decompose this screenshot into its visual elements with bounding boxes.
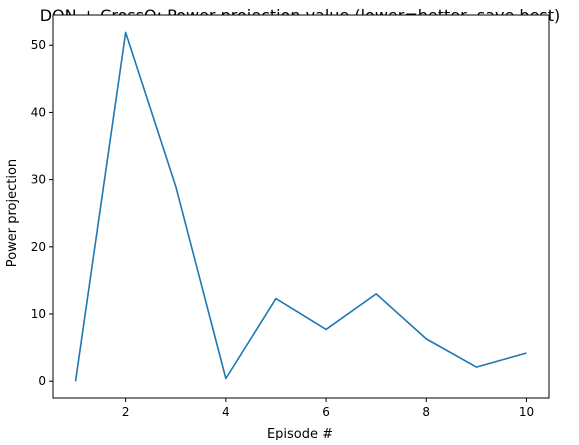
y-tick-label: 50 bbox=[31, 38, 46, 52]
x-tick-label: 10 bbox=[519, 405, 534, 419]
x-tick-label: 6 bbox=[322, 405, 330, 419]
x-axis-label: Episode # bbox=[267, 427, 333, 440]
series-layer bbox=[74, 31, 527, 382]
x-tick-label: 8 bbox=[422, 405, 430, 419]
y-tick-label: 40 bbox=[31, 105, 46, 119]
plot-area bbox=[52, 14, 550, 399]
x-axis: 2 4 6 8 10 bbox=[122, 398, 534, 419]
x-tick-label: 2 bbox=[122, 405, 130, 419]
y-tick-label: 0 bbox=[38, 374, 46, 388]
x-tick-label: 4 bbox=[222, 405, 230, 419]
y-tick-label: 10 bbox=[31, 307, 46, 321]
y-tick-label: 30 bbox=[31, 173, 46, 187]
y-tick-label: 20 bbox=[31, 240, 46, 254]
y-axis: 0 10 20 30 40 50 bbox=[31, 38, 53, 388]
y-axis-label: Power projection bbox=[5, 159, 20, 267]
series-line bbox=[74, 31, 527, 382]
